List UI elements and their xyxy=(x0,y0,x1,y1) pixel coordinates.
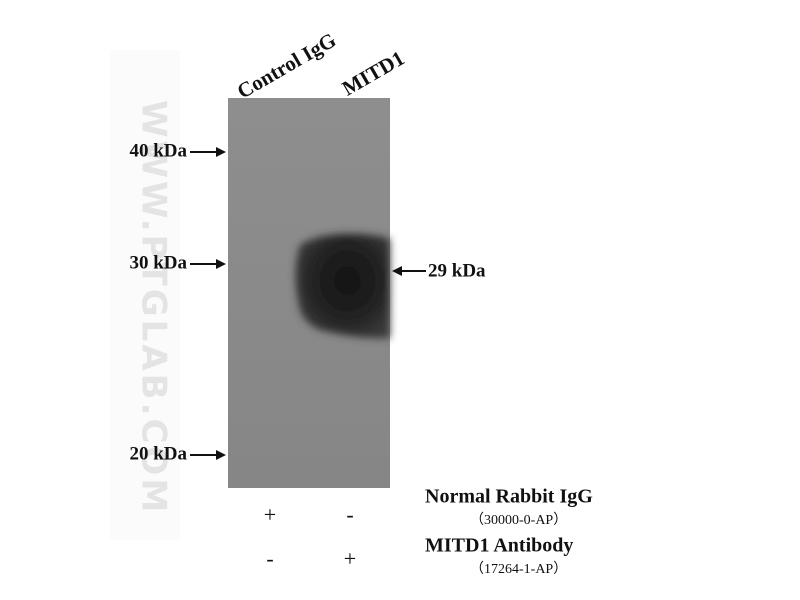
marker-arrows xyxy=(190,147,426,460)
sign: - xyxy=(266,546,273,571)
lane-label: MITD1 xyxy=(338,46,409,101)
lane-label: Control IgG xyxy=(233,28,340,104)
sign: - xyxy=(346,502,353,527)
sign: + xyxy=(344,546,356,571)
watermark-box xyxy=(110,50,180,540)
marker-label: 20 kDa xyxy=(129,443,187,464)
band xyxy=(295,233,390,339)
treatment-name: MITD1 Antibody xyxy=(425,535,573,557)
catalog: （17264-1-AP） xyxy=(470,561,567,577)
band-label: 29 kDa xyxy=(428,260,486,281)
watermark: WWW.PTGLAB.COM xyxy=(134,100,174,515)
sign: + xyxy=(264,502,276,527)
marker-label: 40 kDa xyxy=(129,140,187,161)
catalog: （30000-0-AP） xyxy=(470,512,567,528)
marker-label: 30 kDa xyxy=(129,252,187,273)
treatment-name: Normal Rabbit IgG xyxy=(425,486,593,508)
